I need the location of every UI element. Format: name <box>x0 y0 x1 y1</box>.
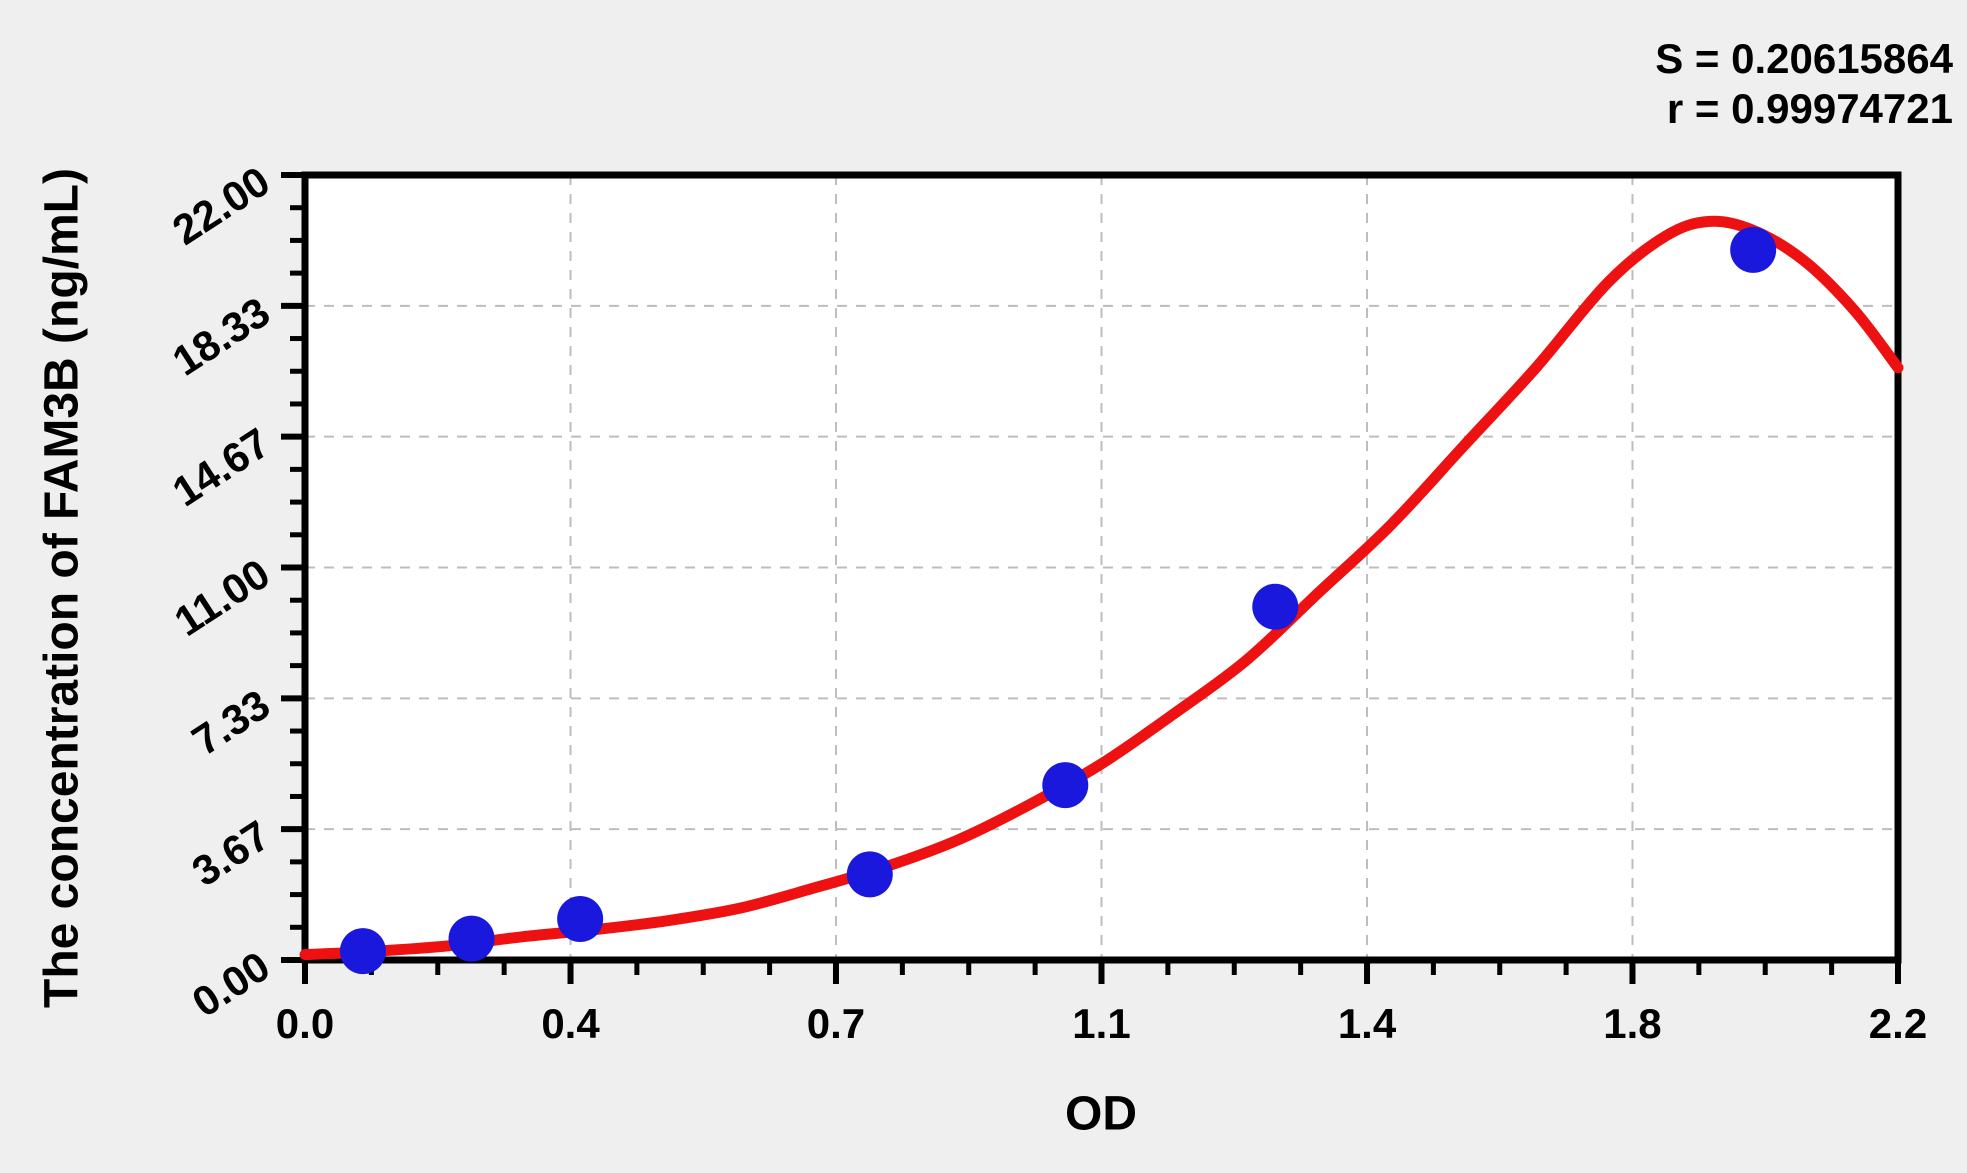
data-point <box>339 928 386 975</box>
x-tick-label: 1.8 <box>1603 1000 1661 1047</box>
data-point <box>557 895 604 942</box>
fit-statistics: S = 0.20615864 r = 0.99974721 <box>1655 34 1953 134</box>
stat-s-value: S = 0.20615864 <box>1655 35 1953 82</box>
y-tick-label: 22.00 <box>164 157 278 254</box>
stat-r-value: r = 0.99974721 <box>1666 85 1953 132</box>
x-tick-label: 0.7 <box>807 1000 865 1047</box>
x-tick-label: 0.0 <box>276 1000 334 1047</box>
x-axis-title: OD <box>1065 1087 1137 1141</box>
x-tick-label: 2.2 <box>1869 1000 1927 1047</box>
data-point <box>846 851 893 898</box>
y-tick-label: 7.33 <box>184 680 278 764</box>
x-tick-label: 1.4 <box>1338 1000 1397 1047</box>
y-tick-label: 0.00 <box>184 942 278 1026</box>
x-tick-label: 1.1 <box>1072 1000 1130 1047</box>
x-tick-label: 0.4 <box>541 1000 600 1047</box>
y-tick-label: 14.67 <box>164 419 278 516</box>
data-point <box>1730 226 1777 273</box>
y-tick-label: 11.00 <box>166 550 278 645</box>
y-axis-title: The concentration of FAM3B (ng/mL) <box>35 168 89 1008</box>
y-tick-label: 18.33 <box>164 288 278 385</box>
data-point <box>448 915 495 962</box>
y-tick-label: 3.67 <box>184 811 278 895</box>
data-point <box>1042 762 1089 809</box>
plot-frame <box>301 171 1902 964</box>
data-point <box>1252 583 1299 630</box>
